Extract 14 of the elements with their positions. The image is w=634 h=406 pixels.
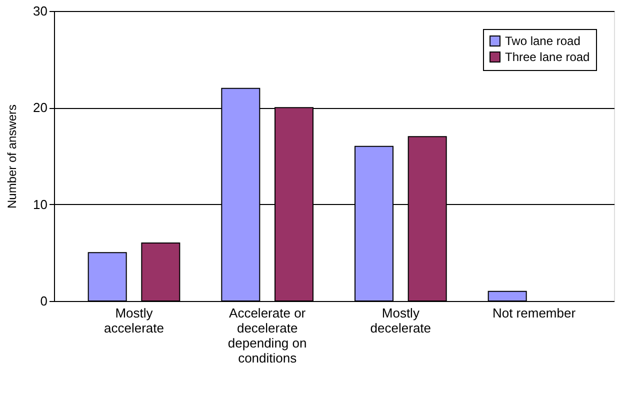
y-tick-label: 0 <box>40 294 48 308</box>
legend-label: Three lane road <box>505 50 590 64</box>
y-tick-label: 20 <box>33 100 48 116</box>
bar <box>88 252 127 302</box>
x-tick-label: Accelerate or decelerate depending on conditions <box>228 306 307 366</box>
bar <box>488 290 527 302</box>
y-axis-title: Number of answers <box>5 104 20 209</box>
legend-label: Two lane road <box>505 34 580 48</box>
y-tick-label: 30 <box>33 4 48 18</box>
y-tick-label: 10 <box>33 196 48 212</box>
x-tick-label: Mostly decelerate <box>370 306 432 336</box>
bar <box>141 242 180 302</box>
x-tick-label: Not remember <box>492 306 576 320</box>
x-tick-label: Mostly accelerate <box>104 306 164 336</box>
